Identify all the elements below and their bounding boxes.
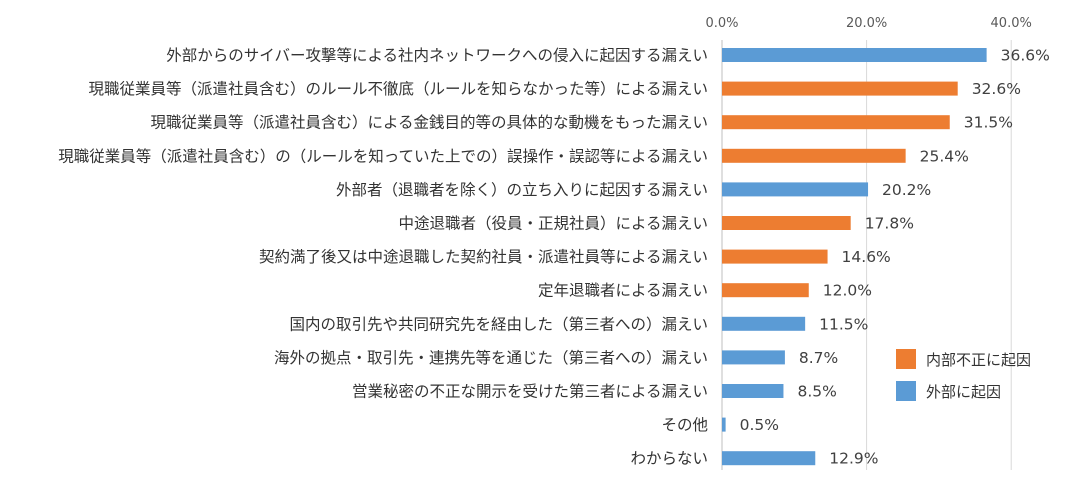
bar-external <box>722 350 785 365</box>
category-label: 契約満了後又は中途退職した契約社員・派遣社員等による漏えい <box>259 248 708 266</box>
category-label: 中途退職者（役員・正規社員）による漏えい <box>398 215 708 233</box>
x-tick-label: 40.0% <box>991 16 1032 31</box>
category-label: 現職従業員等（派遣社員含む）による金銭目的等の具体的な動機をもった漏えい <box>150 114 708 132</box>
data-label: 25.4% <box>920 147 969 165</box>
bar-external <box>722 182 869 197</box>
data-label: 12.0% <box>823 282 872 300</box>
data-label: 0.5% <box>740 416 779 434</box>
legend-swatch-external <box>896 381 916 401</box>
data-label: 12.9% <box>829 450 878 468</box>
bar-external <box>722 417 726 432</box>
category-label: わからない <box>630 450 708 468</box>
legend-label-external: 外部に起因 <box>926 383 1001 401</box>
data-label: 17.8% <box>865 215 914 233</box>
bar-external <box>722 384 784 398</box>
category-label: 外部者（退職者を除く）の立ち入りに起因する漏えい <box>336 181 708 199</box>
category-label: 海外の拠点・取引先・連携先等を通じた（第三者への）漏えい <box>274 349 708 367</box>
bar-internal <box>722 249 828 264</box>
x-tick-label: 0.0% <box>705 16 738 31</box>
data-labels: 36.6% 32.6% 31.5% 25.4% 20.2% 17.8% 14.6% 12.0%… <box>740 47 1050 468</box>
x-axis-ticks: 0.0% 20.0% 40.0% <box>705 16 1031 31</box>
bar-external <box>722 451 816 466</box>
bars <box>722 48 987 466</box>
data-label: 14.6% <box>842 248 891 266</box>
category-label: 現職従業員等（派遣社員含む）のルール不徹底（ルールを知らなかった等）による漏えい <box>88 80 708 98</box>
bar-external <box>722 316 806 331</box>
bar-internal <box>722 283 809 298</box>
data-label: 32.6% <box>972 80 1021 98</box>
data-label: 8.5% <box>797 383 836 401</box>
category-label: 外部からのサイバー攻撃等による社内ネットワークへの侵入に起因する漏えい <box>166 47 708 65</box>
x-tick-label: 20.0% <box>846 16 887 31</box>
data-label: 20.2% <box>882 181 931 199</box>
bar-internal <box>722 81 958 96</box>
legend-swatch-internal <box>896 349 916 369</box>
data-label: 36.6% <box>1001 47 1050 65</box>
legend-label-internal: 内部不正に起因 <box>926 351 1031 369</box>
category-labels: 外部からのサイバー攻撃等による社内ネットワークへの侵入に起因する漏えい現職従業員… <box>58 47 708 468</box>
category-label: 現職従業員等（派遣社員含む）の（ルールを知っていた上での）誤操作・誤認等による漏… <box>58 147 708 165</box>
data-label: 8.7% <box>799 349 838 367</box>
category-label: 国内の取引先や共同研究先を経由した（第三者への）漏えい <box>289 315 708 333</box>
bar-external <box>722 48 987 62</box>
bar-internal <box>722 115 950 130</box>
category-label: その他 <box>661 416 708 434</box>
bar-internal <box>722 148 906 163</box>
category-label: 営業秘密の不正な開示を受けた第三者による漏えい <box>352 383 708 401</box>
data-label: 11.5% <box>819 315 868 333</box>
category-label: 定年退職者による漏えい <box>538 282 708 300</box>
data-label: 31.5% <box>964 114 1013 132</box>
bar-internal <box>722 216 851 230</box>
